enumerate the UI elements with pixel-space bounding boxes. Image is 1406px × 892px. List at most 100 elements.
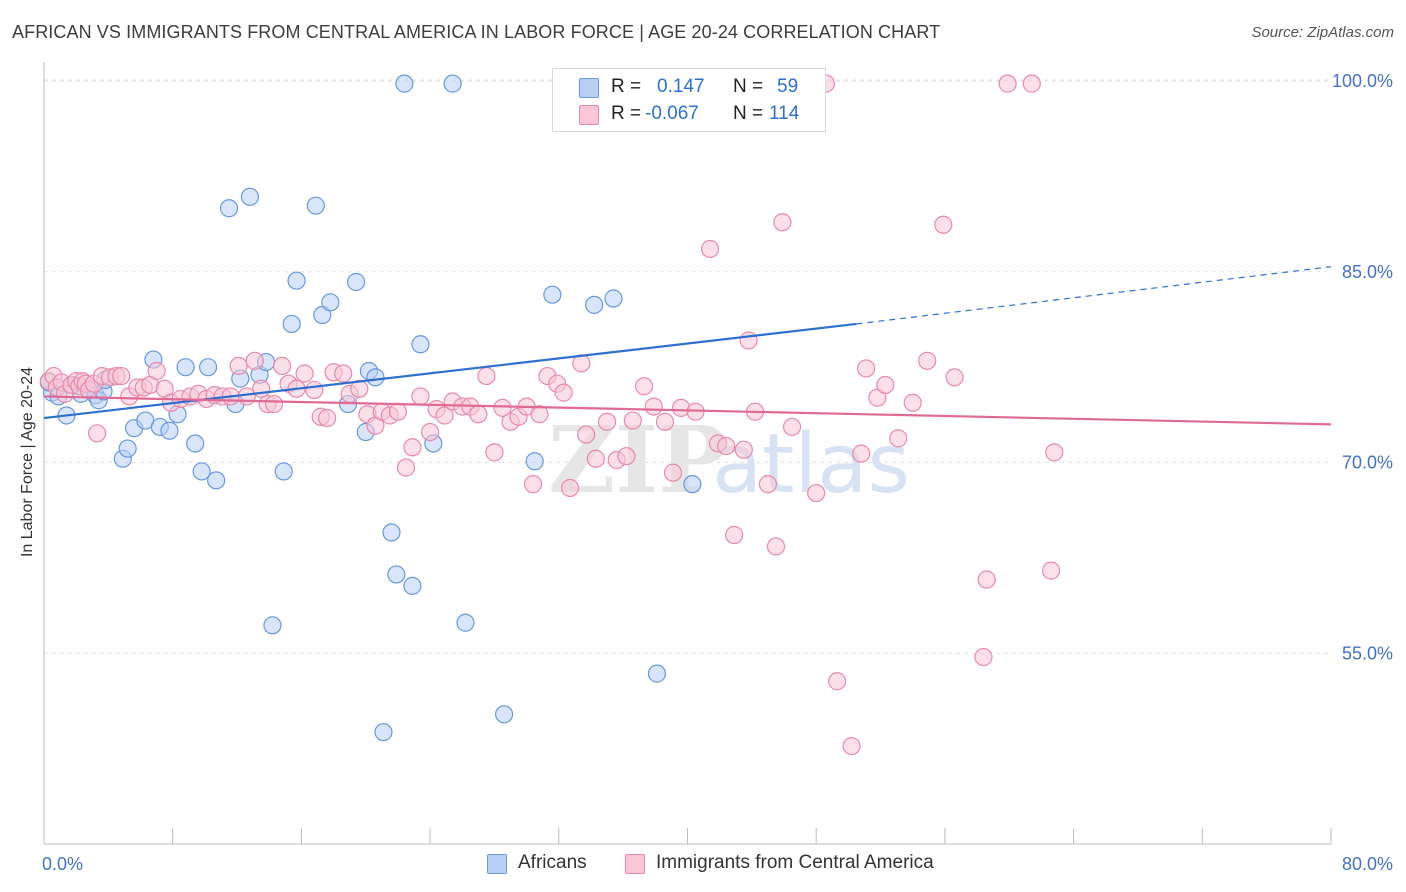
- central-america-point: [1041, 561, 1061, 580]
- central-america-point: [977, 570, 996, 589]
- africans-trend-line-extension: [856, 266, 1332, 325]
- central-america-point: [974, 647, 993, 667]
- central-america-point: [305, 380, 324, 400]
- legend-n-value: 59: [777, 76, 799, 97]
- central-america-point: [934, 215, 953, 234]
- central-america-point: [421, 422, 440, 442]
- central-america-point: [766, 537, 786, 556]
- africans-point: [176, 358, 195, 377]
- africans-point: [443, 74, 462, 93]
- central-america-point: [1045, 443, 1064, 462]
- central-america-point: [87, 424, 107, 443]
- central-america-point: [252, 379, 271, 398]
- source-credit: Source: ZipAtlas.com: [1251, 24, 1394, 41]
- central-america-point: [554, 383, 573, 402]
- africans-point: [263, 616, 282, 635]
- central-america-point: [350, 379, 369, 398]
- central-america-point: [734, 440, 753, 459]
- africans-point: [604, 289, 623, 308]
- central-america-point: [264, 394, 284, 414]
- africans-trend-line: [43, 322, 857, 420]
- central-america-point: [229, 356, 248, 375]
- central-america-point: [318, 408, 337, 428]
- central-america-point: [842, 736, 861, 756]
- legend-row-africans: R = 0.147 N = 59: [553, 75, 825, 101]
- africans-point: [411, 335, 430, 354]
- legend-label-africans: Africans: [518, 852, 587, 873]
- africans-point: [683, 475, 702, 494]
- central-america-point: [272, 356, 292, 375]
- central-america-point: [530, 405, 549, 424]
- africans-point: [282, 314, 301, 334]
- y-tick-label: 70.0%: [1342, 453, 1393, 473]
- africans-point: [366, 368, 385, 387]
- central-america-point: [663, 463, 683, 482]
- central-america-point: [852, 444, 871, 463]
- africans-point: [346, 272, 366, 292]
- legend-swatch-africans: [487, 854, 507, 874]
- central-america-point: [245, 351, 264, 370]
- central-america-point: [998, 74, 1017, 93]
- africans-point: [160, 421, 179, 440]
- africans-point: [395, 74, 414, 93]
- central-america-point: [493, 398, 512, 417]
- central-america-point: [773, 213, 792, 232]
- x-tick-label: 0.0%: [42, 854, 83, 874]
- africans-point: [387, 565, 406, 584]
- central-america-point: [295, 364, 314, 383]
- central-america-point: [617, 447, 636, 466]
- legend-swatch-central-america: [625, 854, 645, 874]
- central-america-point: [112, 366, 131, 386]
- africans-point: [198, 358, 218, 377]
- africans-point: [240, 187, 260, 206]
- central-america-point: [758, 475, 778, 494]
- central-america-point: [807, 483, 826, 503]
- central-america-point: [903, 393, 922, 412]
- correlation-legend: R = 0.147 N = 59 R = -0.067 N = 114: [552, 68, 826, 132]
- central-america-point: [435, 406, 454, 425]
- africans-point: [321, 293, 340, 312]
- central-america-point: [334, 364, 353, 383]
- tick-label-layer: 100.0% 85.0% 70.0% 55.0% 0.0% 80.0%: [42, 71, 1393, 874]
- africans-point: [219, 199, 239, 218]
- central-america-point: [876, 375, 895, 395]
- africans-point: [287, 271, 306, 290]
- africans-point: [403, 576, 422, 595]
- legend-r-value: 0.147: [657, 76, 705, 97]
- central-america-point: [469, 405, 488, 424]
- central-america-point: [945, 368, 964, 387]
- central-america-point: [717, 436, 736, 456]
- axes-layer: [43, 62, 1332, 845]
- central-america-point: [655, 412, 675, 431]
- africans-point: [192, 462, 211, 481]
- central-america-point: [739, 331, 758, 350]
- central-america-point: [477, 366, 496, 386]
- central-america-point: [725, 525, 744, 545]
- africans-point: [495, 705, 514, 724]
- legend-swatch-africans: [579, 78, 599, 98]
- central-america-point: [1022, 74, 1041, 93]
- legend-row-central-america: R = -0.067 N = 114: [553, 102, 825, 128]
- central-america-point: [577, 425, 596, 444]
- central-america-point: [644, 397, 663, 416]
- x-tick-label: 80.0%: [1342, 854, 1393, 874]
- central-america-point: [597, 412, 617, 431]
- legend-n-value: 114: [769, 103, 800, 124]
- central-america-point: [586, 449, 605, 468]
- africans-point: [374, 723, 393, 742]
- legend-r-value: -0.067: [645, 103, 699, 124]
- legend-r-label: R =: [611, 103, 642, 124]
- africans-point: [585, 295, 604, 314]
- central-america-point: [634, 377, 654, 396]
- africans-point: [382, 523, 401, 542]
- central-america-point: [889, 429, 908, 448]
- trend-layer: [43, 266, 1332, 426]
- legend-label-central-america: Immigrants from Central America: [656, 852, 934, 873]
- central-america-trend-line: [43, 395, 1332, 426]
- chart-title: AFRICAN VS IMMIGRANTS FROM CENTRAL AMERI…: [12, 22, 941, 42]
- central-america-point: [485, 443, 504, 462]
- central-america-point: [396, 458, 416, 477]
- africans-point: [306, 196, 325, 215]
- central-america-point: [828, 672, 847, 691]
- africans-point: [118, 439, 137, 458]
